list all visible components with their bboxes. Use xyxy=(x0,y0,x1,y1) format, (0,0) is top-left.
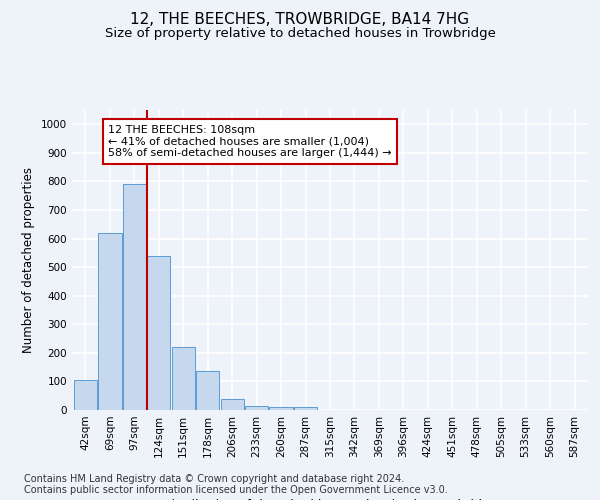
Text: Contains public sector information licensed under the Open Government Licence v3: Contains public sector information licen… xyxy=(24,485,448,495)
Bar xyxy=(98,233,122,410)
Bar xyxy=(221,398,244,410)
Bar xyxy=(147,256,170,410)
Bar xyxy=(196,372,220,410)
Text: Contains HM Land Registry data © Crown copyright and database right 2024.: Contains HM Land Registry data © Crown c… xyxy=(24,474,404,484)
Text: 12 THE BEECHES: 108sqm
← 41% of detached houses are smaller (1,004)
58% of semi-: 12 THE BEECHES: 108sqm ← 41% of detached… xyxy=(108,125,392,158)
Text: Size of property relative to detached houses in Trowbridge: Size of property relative to detached ho… xyxy=(104,28,496,40)
Bar xyxy=(123,184,146,410)
X-axis label: Distribution of detached houses by size in Trowbridge: Distribution of detached houses by size … xyxy=(162,498,498,500)
Bar xyxy=(74,380,97,410)
Bar xyxy=(294,407,317,410)
Text: 12, THE BEECHES, TROWBRIDGE, BA14 7HG: 12, THE BEECHES, TROWBRIDGE, BA14 7HG xyxy=(130,12,470,28)
Bar xyxy=(269,407,293,410)
Bar xyxy=(245,406,268,410)
Bar xyxy=(172,347,195,410)
Y-axis label: Number of detached properties: Number of detached properties xyxy=(22,167,35,353)
